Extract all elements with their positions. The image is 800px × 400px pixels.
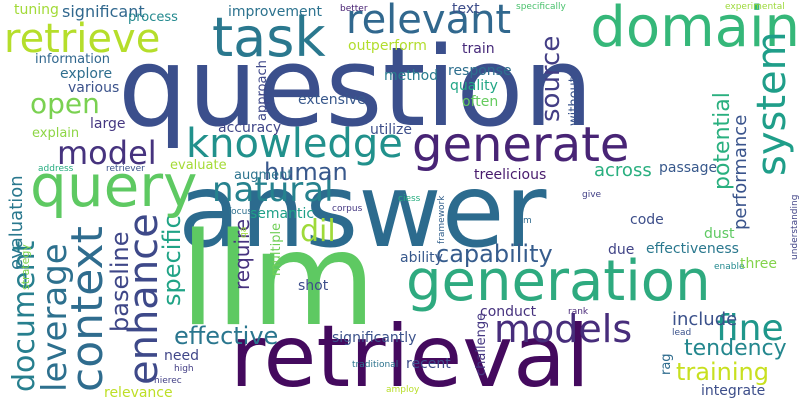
word-amploy: amploy xyxy=(386,384,420,395)
word-significantly: significantly xyxy=(332,329,417,346)
word-explain: explain xyxy=(32,126,80,142)
word-need: need xyxy=(164,347,199,364)
word-semantic: semantic xyxy=(250,205,315,222)
word-strategy: strategy xyxy=(19,244,32,290)
word-rank: rank xyxy=(568,306,589,317)
word-capability: capability xyxy=(436,240,553,269)
word-approach: approach xyxy=(255,60,270,121)
word-model: model xyxy=(57,133,157,172)
word-fine: fine xyxy=(716,308,784,350)
word-augment: augment xyxy=(234,168,293,184)
word-knowledge: knowledge xyxy=(186,121,403,168)
word-question: question xyxy=(118,22,594,151)
word-dil: dil xyxy=(300,214,336,250)
word-better: better xyxy=(340,3,368,14)
word-dust: dust xyxy=(704,225,735,242)
word-include: include xyxy=(672,309,738,331)
word-specifically: specifically xyxy=(516,1,566,12)
word-baseline: baseline xyxy=(106,231,134,332)
word-utilize: utilize xyxy=(370,121,412,138)
word-quality: quality xyxy=(450,77,498,94)
word-across: across xyxy=(594,160,652,182)
word-hierec: hierec xyxy=(154,375,182,386)
word-method: method xyxy=(384,67,439,84)
word-relevance: relevance xyxy=(104,384,173,400)
word-often: often xyxy=(462,93,499,110)
word-large: large xyxy=(90,115,126,132)
word-multiple: multiple xyxy=(269,222,284,276)
word-treelicious: treelicious xyxy=(474,166,547,183)
word-high: high xyxy=(174,363,194,374)
word-training: training xyxy=(676,358,769,387)
word-three: three xyxy=(740,255,778,272)
word-enable: enable xyxy=(714,261,745,272)
word-rag: rag xyxy=(659,353,674,375)
word-without: without xyxy=(567,77,582,126)
word-tuning: tuning xyxy=(14,1,59,18)
word-train: train xyxy=(462,40,495,57)
word-qa: qa xyxy=(239,226,249,238)
word-information: information xyxy=(35,52,111,68)
word-generate: generate xyxy=(412,116,630,173)
word-query: query xyxy=(30,152,198,221)
word-human: human xyxy=(264,158,348,187)
word-lead: lead xyxy=(672,327,692,338)
word-aim: aim xyxy=(515,215,532,226)
word-corpus: corpus xyxy=(332,203,363,214)
word-due: due xyxy=(608,241,635,258)
word-answer: answer xyxy=(178,152,547,272)
word-extensive: extensive xyxy=(298,91,366,108)
word-leverage: leverage xyxy=(35,243,75,392)
word-shot: shot xyxy=(298,277,329,294)
word-address: address xyxy=(38,163,74,174)
word-ciess: ciess xyxy=(398,193,421,204)
word-relevant: relevant xyxy=(346,0,512,44)
word-passage: passage xyxy=(659,159,718,176)
word-source: source xyxy=(536,35,566,122)
word-experimental: experimental xyxy=(725,1,785,12)
word-natural: natural xyxy=(212,170,334,211)
word-conduct: conduct xyxy=(480,303,537,320)
word-retrieve: retrieve xyxy=(4,16,161,63)
word-focus: focus xyxy=(228,206,253,217)
word-task: task xyxy=(212,5,326,69)
word-effectiveness: effectiveness xyxy=(646,240,739,257)
word-framework: framework xyxy=(437,195,447,244)
word-accuracy: accuracy xyxy=(218,119,282,136)
word-system: system xyxy=(749,31,795,176)
word-give: give xyxy=(582,189,602,200)
word-retriever: retriever xyxy=(106,163,145,174)
word-significant: significant xyxy=(62,1,145,21)
word-generation: generation xyxy=(406,249,711,315)
word-llm: llm xyxy=(180,206,376,356)
word-improvement: improvement xyxy=(228,3,322,20)
word-traditional: traditional xyxy=(352,359,399,370)
word-evaluate: evaluate xyxy=(170,158,227,174)
word-ability: ability xyxy=(400,249,443,266)
word-text: text xyxy=(452,0,480,17)
word-specific: specific xyxy=(158,215,186,306)
word-retrieval: retrieval xyxy=(230,307,590,400)
word-effective: effective xyxy=(174,322,279,351)
word-explore: explore xyxy=(60,65,113,82)
word-recent: recent xyxy=(406,355,451,372)
word-response: response xyxy=(448,62,512,79)
word-various: various xyxy=(68,79,120,96)
word-tendency: tendency xyxy=(684,335,787,361)
word-code: code xyxy=(630,211,664,228)
word-domain: domain xyxy=(590,0,800,60)
word-open: open xyxy=(30,87,100,121)
word-challenge: challenge xyxy=(474,312,489,376)
word-understanding: understanding xyxy=(790,194,800,260)
word-integrate: integrate xyxy=(701,382,766,399)
word-models: models xyxy=(494,306,633,351)
word-process: process xyxy=(128,10,178,26)
word-outperform: outperform xyxy=(348,37,427,54)
